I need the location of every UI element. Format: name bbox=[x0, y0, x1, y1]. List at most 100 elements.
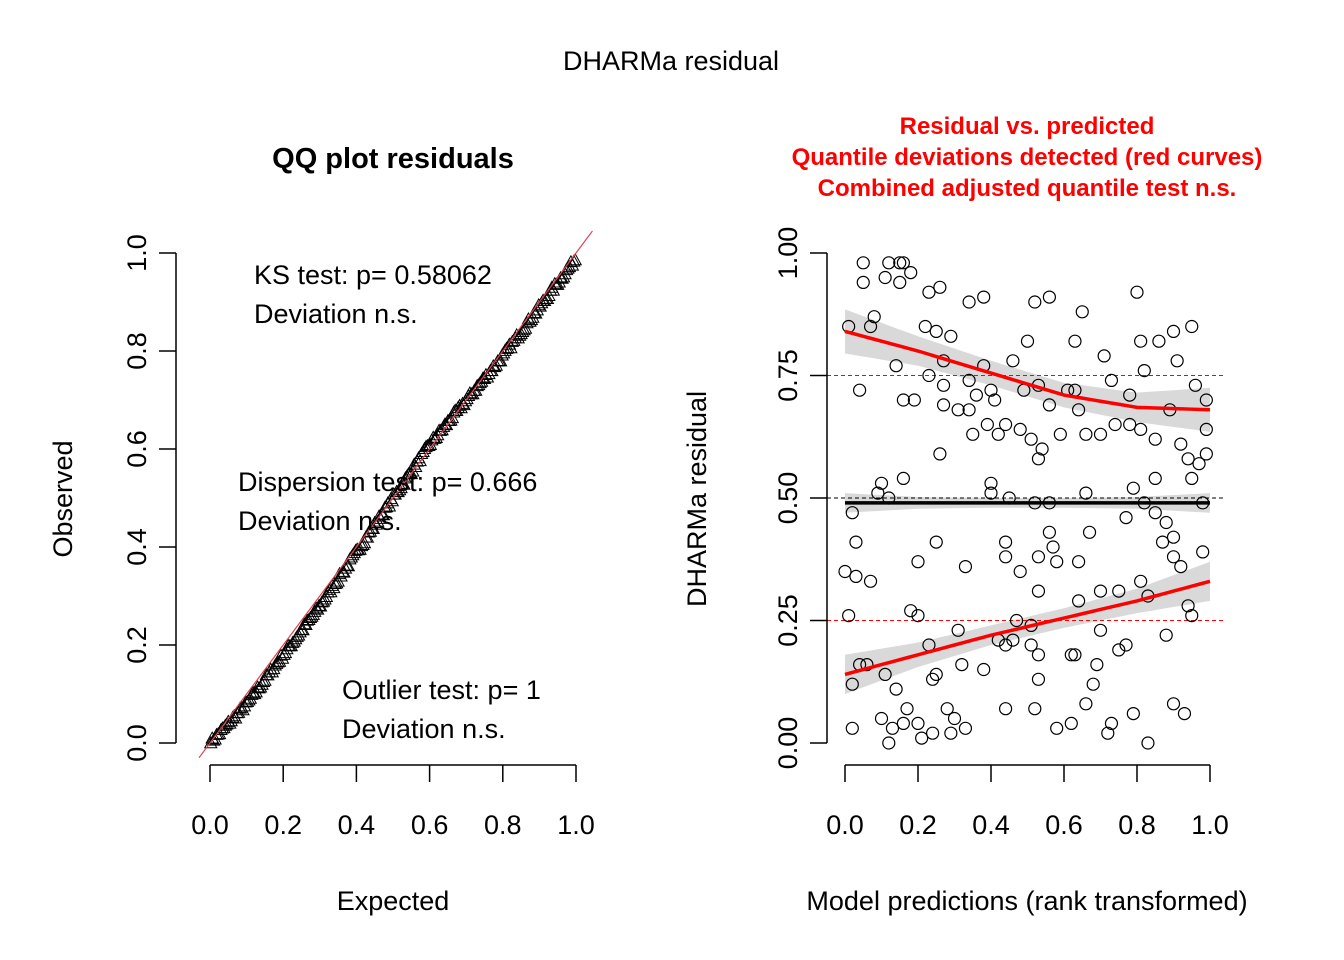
x-tick-label: 0.8 bbox=[484, 810, 522, 840]
y-tick-label: 0.50 bbox=[773, 472, 803, 525]
residual-point bbox=[1141, 736, 1155, 750]
residual-point bbox=[944, 726, 958, 740]
residual-point bbox=[1185, 608, 1199, 623]
qq-point bbox=[319, 589, 334, 603]
y-tick-label: 0.4 bbox=[122, 528, 152, 566]
x-tick-label: 0.2 bbox=[899, 810, 937, 840]
residual-point bbox=[1155, 535, 1170, 549]
qq-point bbox=[278, 645, 293, 659]
residual-point bbox=[951, 623, 965, 637]
residual-point bbox=[915, 731, 929, 745]
qq-point bbox=[385, 493, 400, 507]
residual-point bbox=[1166, 697, 1181, 711]
qq-point bbox=[499, 341, 514, 354]
residual-point bbox=[998, 638, 1013, 652]
residual-point bbox=[852, 383, 867, 397]
residual-point bbox=[1028, 295, 1042, 309]
qq-point bbox=[504, 340, 518, 354]
x-tick-label: 0.0 bbox=[826, 810, 864, 840]
residual-point bbox=[1134, 334, 1148, 348]
qq-point bbox=[218, 718, 233, 731]
qq-point bbox=[463, 385, 477, 399]
residual-point bbox=[1064, 648, 1078, 662]
residual-point bbox=[1104, 716, 1119, 731]
qq-points bbox=[203, 252, 583, 749]
qq-point bbox=[470, 378, 485, 392]
residual-point bbox=[1148, 471, 1162, 485]
residual-point bbox=[1050, 555, 1064, 569]
residual-vs-predicted-panel: Residual vs. predicted Quantile deviatio… bbox=[682, 113, 1262, 916]
residual-point bbox=[962, 373, 976, 387]
dispersion-test-label: Dispersion test: p= 0.666 bbox=[238, 467, 537, 497]
residual-point bbox=[1112, 584, 1126, 598]
residual-point bbox=[1093, 584, 1108, 598]
qq-x-label: Expected bbox=[337, 886, 450, 916]
residual-point bbox=[893, 256, 907, 270]
residual-point bbox=[1075, 305, 1089, 319]
qq-point bbox=[285, 635, 300, 648]
ks-test-label: KS test: p= 0.58062 bbox=[254, 260, 492, 290]
residual-point bbox=[1188, 378, 1203, 392]
rvp-y-label: DHARMa residual bbox=[682, 391, 712, 607]
y-tick-label: 0.00 bbox=[773, 717, 803, 770]
residual-point bbox=[988, 393, 1002, 407]
y-tick-label: 0.8 bbox=[122, 332, 152, 370]
residual-point bbox=[1042, 290, 1057, 304]
residual-point bbox=[838, 564, 852, 579]
residual-point bbox=[1104, 373, 1119, 387]
quantile-curve-0.25 bbox=[844, 579, 1211, 677]
qq-point bbox=[531, 297, 546, 311]
residual-point bbox=[904, 266, 918, 280]
rvp-title-line-2: Quantile deviations detected (red curves… bbox=[792, 144, 1263, 171]
qq-point bbox=[457, 397, 471, 411]
residual-point bbox=[882, 256, 896, 270]
residual-point bbox=[1108, 417, 1122, 432]
residual-point bbox=[1020, 334, 1035, 348]
residual-point bbox=[1148, 506, 1162, 520]
residual-point bbox=[874, 711, 889, 726]
qq-point bbox=[454, 400, 468, 414]
residual-point bbox=[860, 657, 874, 672]
residual-point bbox=[1199, 393, 1213, 407]
residual-point bbox=[1079, 486, 1093, 500]
residual-point bbox=[1064, 716, 1078, 731]
residual-point bbox=[998, 535, 1013, 549]
residual-point bbox=[1050, 721, 1064, 735]
residual-point bbox=[922, 285, 936, 299]
y-tick-label: 0.75 bbox=[773, 349, 803, 402]
residual-point bbox=[1185, 471, 1199, 485]
qq-point bbox=[439, 417, 454, 431]
residual-point bbox=[1071, 403, 1086, 417]
residual-point bbox=[1053, 427, 1067, 441]
residual-point bbox=[1042, 398, 1057, 412]
qq-point bbox=[334, 569, 348, 582]
qq-point bbox=[323, 584, 338, 598]
residual-point bbox=[856, 275, 870, 289]
x-tick-label: 0.4 bbox=[338, 810, 376, 840]
residual-point bbox=[1079, 697, 1093, 711]
qq-point bbox=[394, 480, 408, 494]
residual-point bbox=[863, 319, 878, 334]
y-tick-label: 1.0 bbox=[122, 234, 152, 272]
residual-point bbox=[933, 447, 947, 461]
x-tick-label: 1.0 bbox=[557, 810, 595, 840]
residual-point bbox=[1119, 638, 1133, 652]
residual-point bbox=[1035, 442, 1049, 456]
qq-point bbox=[413, 453, 427, 467]
residual-point bbox=[845, 677, 859, 691]
residual-point bbox=[1013, 422, 1027, 436]
residual-point bbox=[922, 368, 936, 383]
residual-point bbox=[1006, 633, 1020, 647]
y-tick-label: 0.2 bbox=[122, 626, 152, 664]
rvp-x-label: Model predictions (rank transformed) bbox=[806, 886, 1247, 916]
residual-point bbox=[936, 398, 951, 412]
qq-point bbox=[236, 702, 250, 716]
residual-point bbox=[911, 608, 925, 623]
residual-point bbox=[1086, 677, 1100, 691]
residual-point bbox=[951, 403, 965, 417]
reference-lines bbox=[827, 375, 1226, 621]
qq-point bbox=[354, 538, 369, 552]
residual-point bbox=[925, 726, 940, 740]
qq-point bbox=[297, 616, 312, 630]
residual-point bbox=[871, 486, 885, 500]
